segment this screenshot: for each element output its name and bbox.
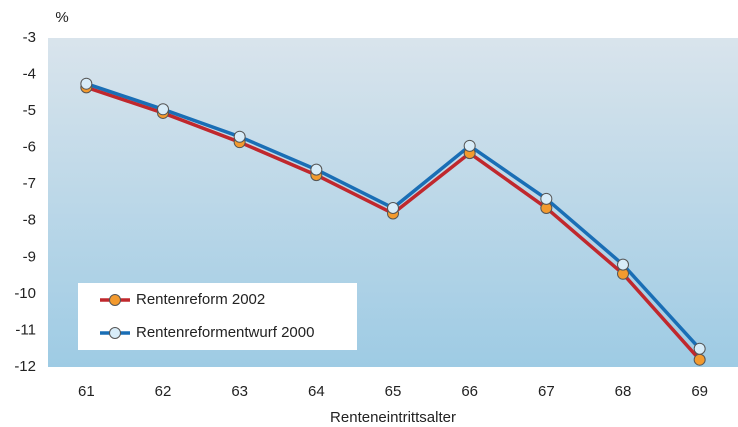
- x-tick-label: 62: [155, 383, 172, 400]
- x-tick-label: 66: [461, 383, 478, 400]
- data-point: [310, 163, 323, 176]
- data-point: [540, 192, 553, 205]
- x-tick-label: 69: [691, 383, 708, 400]
- data-point: [387, 201, 399, 214]
- x-axis-label: Renteneintrittsalter: [330, 409, 456, 426]
- y-tick-label: -8: [23, 212, 36, 229]
- y-tick-label: -3: [23, 29, 36, 46]
- data-point: [157, 103, 169, 116]
- x-tick-label: 65: [385, 383, 402, 400]
- x-tick-label: 68: [615, 383, 632, 400]
- x-tick-label: 63: [231, 383, 248, 400]
- y-tick-label: -10: [14, 285, 36, 302]
- x-tick-label: 64: [308, 383, 325, 400]
- x-tick-label: 67: [538, 383, 555, 400]
- data-point: [233, 130, 246, 143]
- legend-label: Rentenreform 2002: [136, 291, 265, 308]
- y-tick-label: -5: [23, 102, 36, 119]
- y-tick-label: -11: [15, 321, 36, 338]
- x-tick-label: 61: [78, 383, 95, 400]
- y-tick-label: -4: [23, 66, 36, 83]
- y-tick-label: -6: [23, 139, 36, 156]
- legend-box: [78, 283, 357, 350]
- legend-label: Rentenreformentwurf 2000: [136, 324, 314, 341]
- y-tick-label: -9: [23, 248, 36, 265]
- legend-marker: [109, 327, 121, 339]
- y-axis-label: %: [55, 9, 68, 26]
- data-point: [693, 342, 706, 355]
- legend-marker: [109, 294, 121, 306]
- data-point: [463, 139, 476, 152]
- data-point: [80, 77, 93, 90]
- y-tick-label: -12: [14, 358, 36, 375]
- data-point: [617, 258, 629, 271]
- y-tick-label: -7: [23, 175, 36, 192]
- data-point: [693, 353, 706, 366]
